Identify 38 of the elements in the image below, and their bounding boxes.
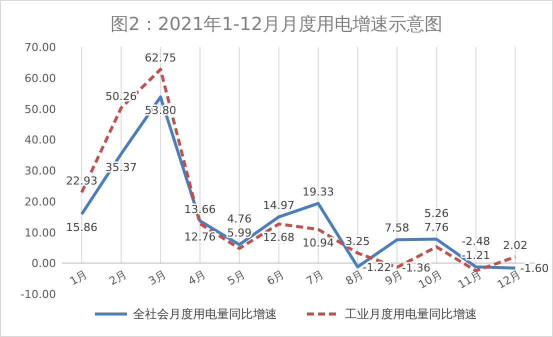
data-label: 5.26	[424, 207, 449, 220]
data-label: 19.33	[302, 185, 334, 198]
legend-label: 全社会月度用电量同比增速	[133, 307, 277, 321]
data-label: 12.68	[263, 230, 295, 244]
data-label: 7.76	[424, 221, 449, 234]
x-tick-label: 6月	[264, 268, 287, 288]
data-label: 4.76	[227, 212, 252, 226]
y-tick-label: 20.00	[24, 195, 56, 208]
y-tick-label: 0.00	[32, 257, 56, 270]
x-tick-label: 3月	[146, 268, 169, 288]
y-tick-label: 50.00	[24, 102, 56, 116]
x-tick-label: 1月	[68, 268, 90, 288]
data-label: 12.76	[184, 230, 216, 244]
data-label: 50.26	[105, 90, 137, 103]
legend-label: 工业月度用电量同比增速	[345, 307, 477, 321]
data-label: 22.93	[66, 174, 98, 188]
data-label: 3.25	[345, 235, 370, 248]
x-tick-label: 7月	[304, 268, 326, 288]
data-label: 14.97	[263, 198, 295, 212]
x-tick-label: 4月	[186, 268, 208, 288]
y-tick-label: 70.00	[24, 41, 56, 54]
data-label: -1.36	[402, 261, 431, 274]
chart-title: 图2：2021年1-12月月度用电增速示意图	[110, 14, 443, 35]
y-tick-label: 30.00	[24, 164, 56, 178]
data-label: -1.21	[462, 248, 490, 262]
data-label: 7.58	[384, 222, 410, 235]
data-label: 2.02	[503, 238, 528, 252]
x-tick-label: 5月	[225, 268, 248, 288]
y-tick-label: 60.00	[24, 72, 56, 85]
data-label: 5.99	[227, 226, 252, 240]
y-tick-label: 40.00	[24, 134, 56, 147]
data-label: 15.86	[66, 221, 98, 234]
y-tick-label: 10.00	[24, 226, 56, 240]
y-tick-label: -10.00	[20, 288, 56, 301]
x-tick-label: 2月	[107, 268, 130, 288]
data-label: 10.94	[302, 236, 334, 250]
data-label: -2.48	[462, 234, 490, 248]
data-label: 62.75	[144, 51, 176, 64]
